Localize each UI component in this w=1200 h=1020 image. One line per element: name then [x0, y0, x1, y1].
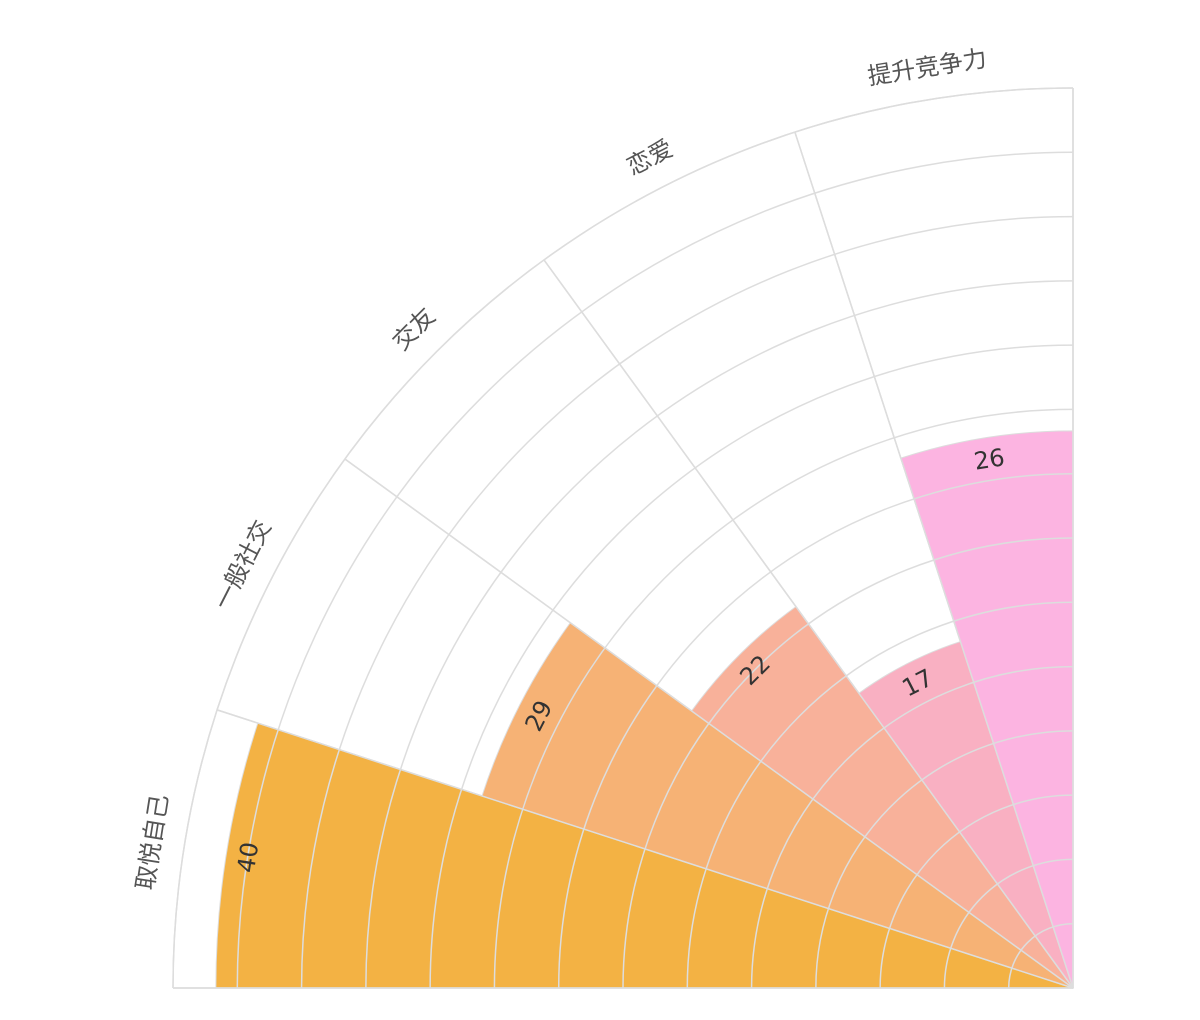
category-label-4: 恋爱: [622, 134, 677, 181]
category-label-3: 交友: [387, 302, 441, 356]
grid-ring: [300, 215, 1074, 989]
grid-ring: [493, 408, 1074, 989]
grid-ring: [622, 537, 1074, 989]
grid-ring: [365, 280, 1074, 989]
spoke-line: [543, 259, 1074, 989]
grid-ring: [750, 665, 1074, 989]
sector-5: [900, 430, 1074, 989]
value-label-5: 26: [972, 443, 1007, 475]
category-label-2: 一般社交: [208, 516, 277, 614]
grid-ring: [686, 601, 1074, 989]
sector-3: [690, 605, 1074, 989]
grid-ring: [236, 151, 1074, 989]
axis-frame: [173, 88, 1074, 989]
category-label-5: 提升竞争力: [866, 44, 989, 90]
grid-overlay: [172, 87, 1074, 989]
sector-2: [481, 622, 1074, 989]
grid-ring: [943, 858, 1074, 989]
grid-ring: [557, 472, 1074, 989]
sector-1: [215, 722, 1074, 989]
category-label-1: 取悦自己: [131, 793, 174, 892]
grid-ring: [429, 344, 1074, 989]
spoke-line: [216, 709, 1074, 989]
grid-ring: [172, 87, 1074, 989]
grid-ring: [879, 794, 1074, 989]
spoke-line: [344, 458, 1074, 989]
sectors: [215, 430, 1074, 989]
value-label-1: 40: [232, 840, 264, 875]
grid-ring: [1007, 922, 1074, 989]
spoke-line: [794, 131, 1074, 989]
grid-ring: [815, 730, 1074, 989]
